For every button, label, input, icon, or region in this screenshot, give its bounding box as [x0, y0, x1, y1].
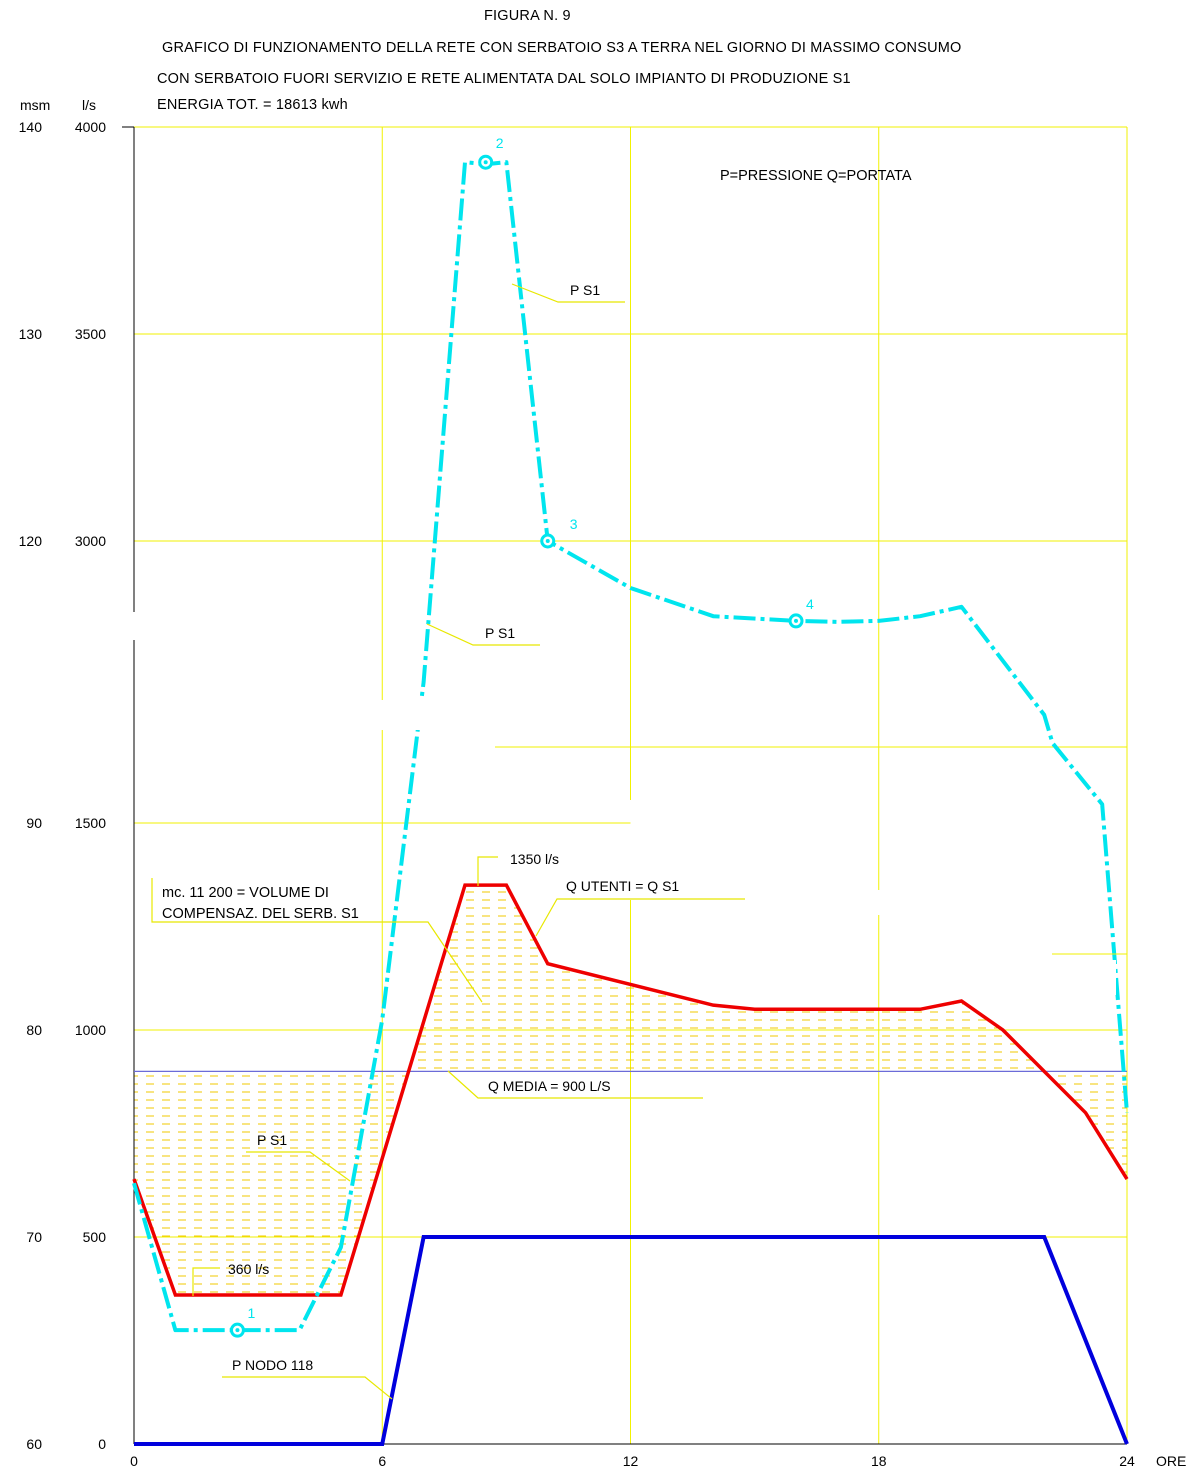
x-tick-label: 12 [623, 1453, 639, 1469]
leader-p-s1-lower [246, 1151, 351, 1182]
y-tick-label-ls: 1500 [75, 815, 106, 831]
point-label-4: 4 [806, 596, 814, 612]
annotation-volume-line-2: COMPENSAZ. DEL SERB. S1 [162, 906, 359, 922]
annotation-volume-line-1: mc. 11 200 = VOLUME DI [162, 885, 329, 901]
x-tick-label: 24 [1119, 1453, 1135, 1469]
leader-360 [192, 1267, 220, 1296]
x-tick-label: 6 [378, 1453, 386, 1469]
leader-q-utenti [535, 898, 745, 937]
y-tick-label-msm: 60 [26, 1436, 42, 1452]
annotation-p-s1-lower: P S1 [257, 1132, 287, 1148]
volume-fill [134, 885, 1127, 1295]
chart-title-line-2: CON SERBATOIO FUORI SERVIZIO E RETE ALIM… [157, 71, 851, 87]
series-p-s1-line [132, 160, 1129, 1333]
annotation-1350-ls: 1350 l/s [510, 851, 559, 867]
figure-number: FIGURA N. 9 [484, 8, 571, 24]
y-tick-label-msm: 120 [19, 533, 43, 549]
y-tick-label-ls: 3500 [75, 326, 106, 342]
axis-break-mask [1046, 960, 1116, 995]
legend-note: P=PRESSIONE Q=PORTATA [720, 168, 912, 184]
y-tick-label-ls: 4000 [75, 119, 106, 135]
x-tick-label: 0 [130, 1453, 138, 1469]
y-tick-label-msm: 80 [26, 1022, 42, 1038]
chart-title-line-1: GRAFICO DI FUNZIONAMENTO DELLA RETE CON … [162, 40, 962, 56]
annotations: 1 2 3 4 1350 l/s 360 l/s Q UTENTI = Q S1 Q MEDI… [151, 135, 912, 1400]
y-tick-label-ls: 1000 [75, 1022, 106, 1038]
annotation-q-media: Q MEDIA = 900 L/S [488, 1078, 611, 1094]
annotation-p-s1-upper: P S1 [570, 282, 600, 298]
compensation-volume-hatch [409, 885, 1045, 1072]
compensation-volume-hatch [134, 1071, 408, 1295]
leader-1350 [477, 856, 498, 886]
axis-break-mask [378, 700, 426, 730]
chart-title-line-3: ENERGIA TOT. = 18613 kwh [157, 97, 348, 113]
series-p-nodo-118-line [134, 1235, 1129, 1446]
point-marker-4-dot [794, 618, 798, 623]
point-marker-1-dot [235, 1328, 240, 1333]
y-axis-left-unit: msm [20, 97, 50, 113]
annotation-360-ls: 360 l/s [228, 1261, 269, 1277]
leader-p-s1-middle [426, 623, 540, 646]
leader-p-nodo [222, 1376, 393, 1400]
x-axis-label: ORE [1156, 1453, 1186, 1469]
leader-volume [151, 878, 483, 1003]
y-tick-label-msm: 70 [26, 1229, 42, 1245]
leader-q-media [447, 1070, 703, 1099]
series-q-utenti-line [132, 883, 1129, 1297]
y-tick-label-msm: 130 [19, 326, 43, 342]
point-label-1: 1 [247, 1305, 255, 1321]
annotation-p-nodo-118: P NODO 118 [232, 1357, 313, 1373]
x-tick-label: 18 [871, 1453, 887, 1469]
point-label-3: 3 [570, 516, 578, 532]
annotation-p-s1-middle: P S1 [485, 625, 515, 641]
axes: msm l/s6070809012013014005001000150030003… [19, 97, 1187, 1469]
y-tick-label-ls: 0 [98, 1436, 106, 1452]
y-tick-label-ls: 3000 [75, 533, 106, 549]
y-axis-right-unit: l/s [82, 97, 96, 113]
point-label-2: 2 [496, 135, 504, 151]
leader-p-s1-upper [511, 283, 625, 303]
point-marker-2-dot [483, 160, 488, 165]
y-tick-label-ls: 500 [83, 1229, 107, 1245]
point-marker-3-dot [545, 539, 550, 543]
grid [122, 126, 1128, 1444]
annotation-q-utenti: Q UTENTI = Q S1 [566, 878, 679, 894]
y-tick-label-msm: 140 [19, 119, 43, 135]
compensation-volume-hatch [1044, 1071, 1127, 1180]
series [132, 160, 1129, 1446]
y-tick-label-msm: 90 [26, 815, 42, 831]
